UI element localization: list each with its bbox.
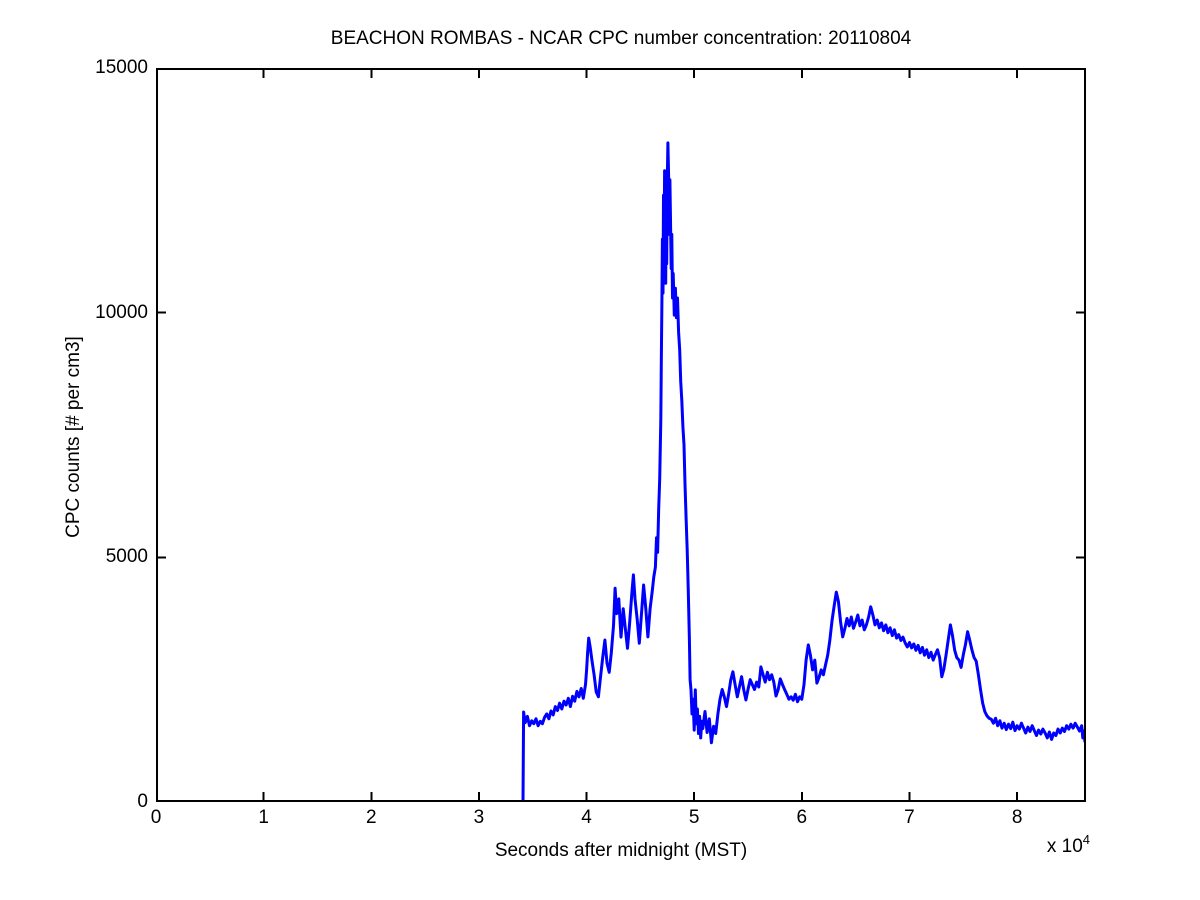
x-axis-label: Seconds after midnight (MST): [494, 840, 748, 861]
y-tick-label: 10000: [95, 301, 148, 323]
x-tick-label: 6: [796, 807, 808, 828]
x-tick-label: 3: [473, 807, 485, 828]
data-line: [521, 141, 1086, 802]
x-tick-label: 0: [150, 807, 162, 828]
axis-box: [156, 68, 1086, 802]
x-axis-multiplier-exponent: 4: [1082, 832, 1090, 847]
y-axis-label: CPC counts [# per cm3]: [63, 336, 84, 538]
chart-title: BEACHON ROMBAS - NCAR CPC number concent…: [330, 28, 912, 49]
x-tick-label: 7: [904, 807, 915, 828]
x-axis-multiplier-base: x 10: [1046, 836, 1083, 857]
x-tick-label: 8: [1011, 807, 1023, 828]
x-axis-multiplier: x 104: [940, 832, 1090, 858]
plot-area: [156, 68, 1086, 802]
x-tick-label: 4: [581, 807, 592, 828]
x-tick-label: 5: [688, 807, 700, 828]
x-tick-label: 2: [365, 807, 377, 828]
y-tick-label: 15000: [95, 57, 148, 78]
y-tick-label: 5000: [105, 546, 148, 568]
y-tick-label: 0: [137, 791, 148, 812]
x-tick-label: 1: [258, 807, 269, 828]
